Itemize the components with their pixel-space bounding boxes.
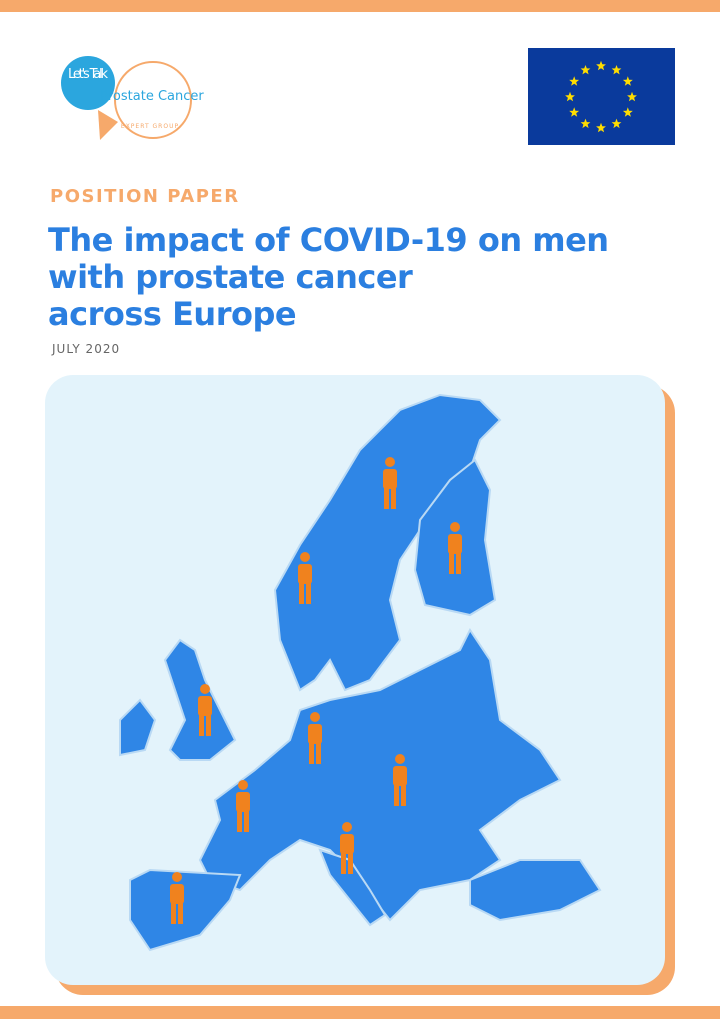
italy xyxy=(318,848,387,927)
scandinavia xyxy=(273,393,502,692)
eu-star xyxy=(611,65,622,75)
person-leg xyxy=(449,552,454,574)
person-head xyxy=(238,780,248,790)
logo-tail xyxy=(98,110,118,140)
person-leg xyxy=(348,852,353,874)
person-head xyxy=(310,712,320,722)
title: The impact of COVID-19 on men with prost… xyxy=(48,222,609,333)
person-icon xyxy=(383,457,397,509)
person-leg xyxy=(391,487,396,509)
person-body xyxy=(308,724,322,744)
person-icon xyxy=(393,754,407,806)
person-leg xyxy=(456,552,461,574)
eu-star xyxy=(596,122,606,133)
person-leg xyxy=(306,582,311,604)
person-head xyxy=(450,522,460,532)
eu-star xyxy=(569,76,580,86)
person-body xyxy=(298,564,312,584)
title-line: across Europe xyxy=(48,295,297,333)
logo-bubble xyxy=(61,56,115,110)
person-icon xyxy=(308,712,322,764)
person-leg xyxy=(394,784,399,806)
eu-star xyxy=(580,65,591,75)
person-leg xyxy=(178,902,183,924)
title-line: with prostate cancer xyxy=(48,258,413,296)
person-body xyxy=(448,534,462,554)
logo-tagline: EXPERT GROUP xyxy=(121,123,179,130)
top-bar xyxy=(0,0,720,12)
title-line: The impact of COVID-19 on men xyxy=(48,221,609,259)
iberia xyxy=(129,868,242,952)
person-body xyxy=(340,834,354,854)
person-icon xyxy=(340,822,354,874)
logo-bubble-text: Let's Talk xyxy=(68,67,108,82)
kicker: POSITION PAPER xyxy=(50,186,240,207)
person-icon xyxy=(198,684,212,736)
eu-star xyxy=(627,91,637,102)
logo-name: Prostate Cancer xyxy=(100,89,204,104)
person-leg xyxy=(309,742,314,764)
person-leg xyxy=(401,784,406,806)
person-leg xyxy=(384,487,389,509)
logo: Let's Talk Prostate Cancer EXPERT GROUP xyxy=(61,56,204,140)
person-head xyxy=(385,457,395,467)
eu-star xyxy=(622,107,633,117)
person-body xyxy=(198,696,212,716)
person-icon xyxy=(448,522,462,574)
person-head xyxy=(300,552,310,562)
person-head xyxy=(200,684,210,694)
eu-star xyxy=(622,76,633,86)
eu-star xyxy=(596,60,606,71)
bottom-bar xyxy=(0,1006,720,1019)
date: JULY 2020 xyxy=(52,342,121,356)
person-icon xyxy=(236,780,250,832)
person-leg xyxy=(244,810,249,832)
person-head xyxy=(172,872,182,882)
eu-star xyxy=(565,91,575,102)
person-leg xyxy=(341,852,346,874)
person-leg xyxy=(171,902,176,924)
eu-star xyxy=(611,118,622,129)
person-leg xyxy=(199,714,204,736)
person-icon xyxy=(298,552,312,604)
mainland xyxy=(198,628,562,922)
person-icon xyxy=(170,872,184,924)
person-leg xyxy=(206,714,211,736)
person-head xyxy=(395,754,405,764)
person-leg xyxy=(316,742,321,764)
person-body xyxy=(236,792,250,812)
eu-star xyxy=(569,107,580,117)
turkey xyxy=(469,859,602,922)
person-body xyxy=(393,766,407,786)
ireland xyxy=(119,698,157,757)
person-leg xyxy=(237,810,242,832)
logo-ring xyxy=(114,61,192,139)
person-body xyxy=(170,884,184,904)
person-leg xyxy=(299,582,304,604)
person-head xyxy=(342,822,352,832)
eu-star xyxy=(580,118,591,129)
person-body xyxy=(383,469,397,489)
